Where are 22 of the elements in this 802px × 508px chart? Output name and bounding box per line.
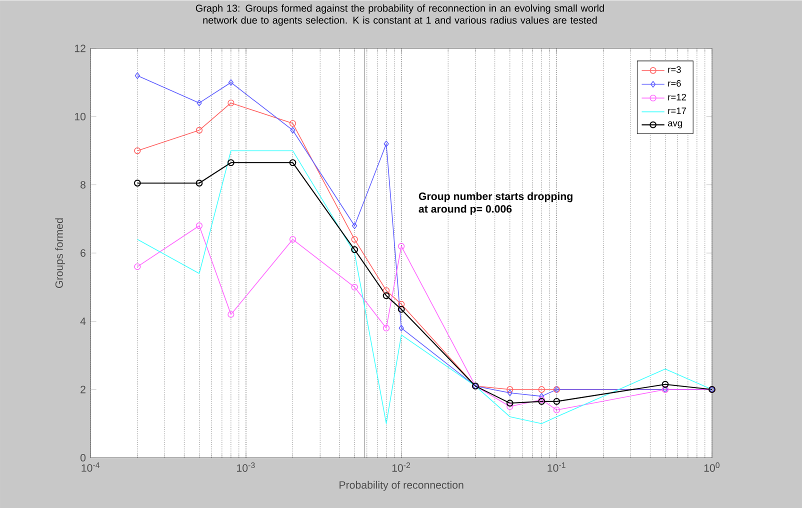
x-tick-label: 10$^{-1}$ [548, 462, 566, 472]
y-tick-label: 8 [80, 180, 86, 188]
chart-title: Graph 13: Groups formed against the probability of reconnection in an evolving small world network due to agents selection. K is constant at 1 and various radius values are tested [196, 4, 604, 26]
y-tick-label: 0 [80, 454, 86, 462]
y-tick-label: 6 [80, 249, 86, 257]
legend-label: r=3 [668, 66, 681, 73]
x-tick-label: 10$^{0}$ [704, 462, 720, 472]
y-tick-label: 10 [74, 112, 86, 120]
y-tick-label: 2 [80, 386, 86, 394]
x-tick-label: 10$^{-3}$ [237, 462, 255, 472]
legend-label: r=17 [668, 107, 686, 114]
legend-label: avg [668, 121, 682, 128]
annotation: at around p= 0.006 [418, 204, 512, 215]
legend-label: r=12 [668, 94, 686, 100]
legend-label: r=6 [668, 80, 681, 86]
y-axis-title: Groups formed [55, 218, 66, 288]
y-tick-label: 4 [80, 317, 86, 325]
x-tick-label: 10$^{-4}$ [82, 462, 100, 472]
annotation: Group number starts dropping [418, 192, 572, 202]
x-tick-label: 10$^{-2}$ [392, 462, 410, 472]
x-axis-title: Probability of reconnection [340, 480, 464, 491]
y-tick-label: 12 [74, 44, 86, 52]
